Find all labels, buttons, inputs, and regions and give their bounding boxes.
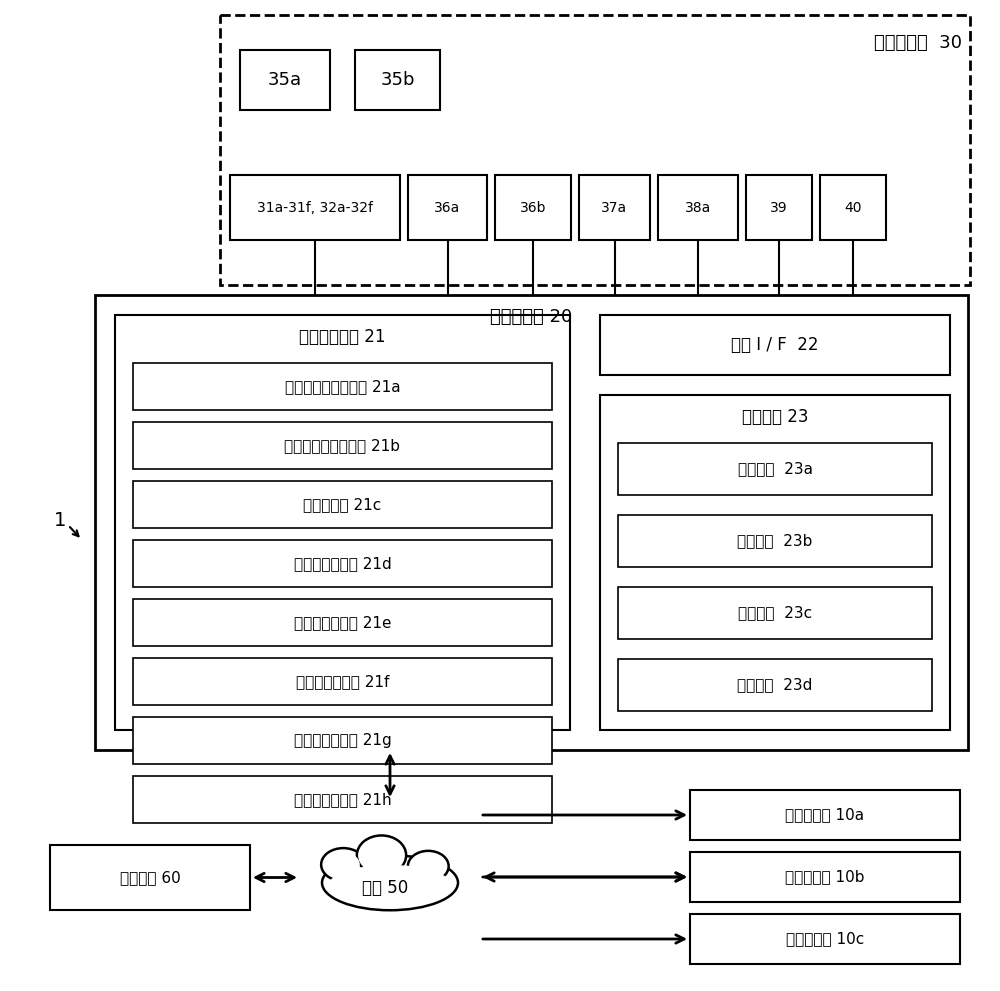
Text: 装饰对象选择部 21g: 装饰对象选择部 21g [294,733,391,748]
Text: 候补列表  23d: 候补列表 23d [737,678,813,693]
Bar [50,845,250,910]
Text: 脸部动作数据生成部 21b: 脸部动作数据生成部 21b [285,438,400,453]
Bar [133,540,552,587]
Bar [746,175,812,240]
Text: 1: 1 [54,510,66,529]
Text: 对象数据  23b: 对象数据 23b [737,533,813,548]
Text: 存储装置 23: 存储装置 23 [742,408,808,426]
Bar [618,659,932,711]
Bar [133,717,552,764]
Bar [618,443,932,495]
Bar [95,295,968,750]
Ellipse shape [321,848,365,881]
Bar [690,852,960,902]
Text: 35a: 35a [268,71,302,89]
Text: 37a: 37a [601,200,628,214]
Text: 网络 50: 网络 50 [362,879,408,897]
Bar [133,776,552,823]
Ellipse shape [357,835,406,875]
Bar [690,914,960,964]
Text: 持有列表  23c: 持有列表 23c [738,606,812,620]
Text: 对象购买处理部 21h: 对象购买处理部 21h [294,792,391,807]
Bar [133,599,552,646]
Bar [408,175,487,240]
Text: 客户机装置 10b: 客户机装置 10b [785,869,865,885]
Bar [579,175,650,240]
Ellipse shape [363,840,400,870]
Bar [618,515,932,567]
Ellipse shape [408,851,449,882]
Bar [220,15,970,285]
Text: 动态图像生成部 21d: 动态图像生成部 21d [294,556,391,571]
Text: 服务器装置 20: 服务器装置 20 [490,308,573,326]
Bar [115,315,570,730]
Bar [133,422,552,469]
Text: 身体动作数据生成部 21a: 身体动作数据生成部 21a [285,379,400,394]
Text: 模型数据  23a: 模型数据 23a [738,462,812,477]
Text: 36b: 36b [520,200,546,214]
Text: 40: 40 [844,200,862,214]
Ellipse shape [413,854,444,878]
Bar [240,50,330,110]
Bar [820,175,886,240]
Bar [495,175,571,240]
Text: 动态图像分发部 21e: 动态图像分发部 21e [294,615,391,630]
Bar [133,481,552,528]
Bar [133,363,552,410]
Ellipse shape [328,865,452,906]
Text: 显示请求处理部 21f: 显示请求处理部 21f [296,674,389,689]
Bar [600,395,950,730]
Text: 通信 I / F  22: 通信 I / F 22 [731,336,819,354]
Bar [600,315,950,375]
Text: 36a: 36a [434,200,461,214]
Text: 31a-31f, 32a-32f: 31a-31f, 32a-32f [257,200,373,214]
Bar [690,790,960,840]
Ellipse shape [322,855,458,911]
Text: 动画生成部 21c: 动画生成部 21c [303,497,382,512]
Text: 计算机处理器 21: 计算机处理器 21 [299,328,386,346]
Text: 客户机装置 10c: 客户机装置 10c [786,932,864,946]
Bar [618,587,932,639]
Bar [355,50,440,110]
Bar [230,175,400,240]
Text: 39: 39 [770,200,788,214]
Text: 35b: 35b [380,71,415,89]
Bar [658,175,738,240]
Ellipse shape [327,852,360,877]
Text: 38a: 38a [685,200,711,214]
Bar [133,658,552,705]
Text: 存储装置 60: 存储装置 60 [120,870,180,885]
Text: 客户机装置 10a: 客户机装置 10a [785,808,865,823]
Text: 工作室单元  30: 工作室单元 30 [874,34,962,52]
